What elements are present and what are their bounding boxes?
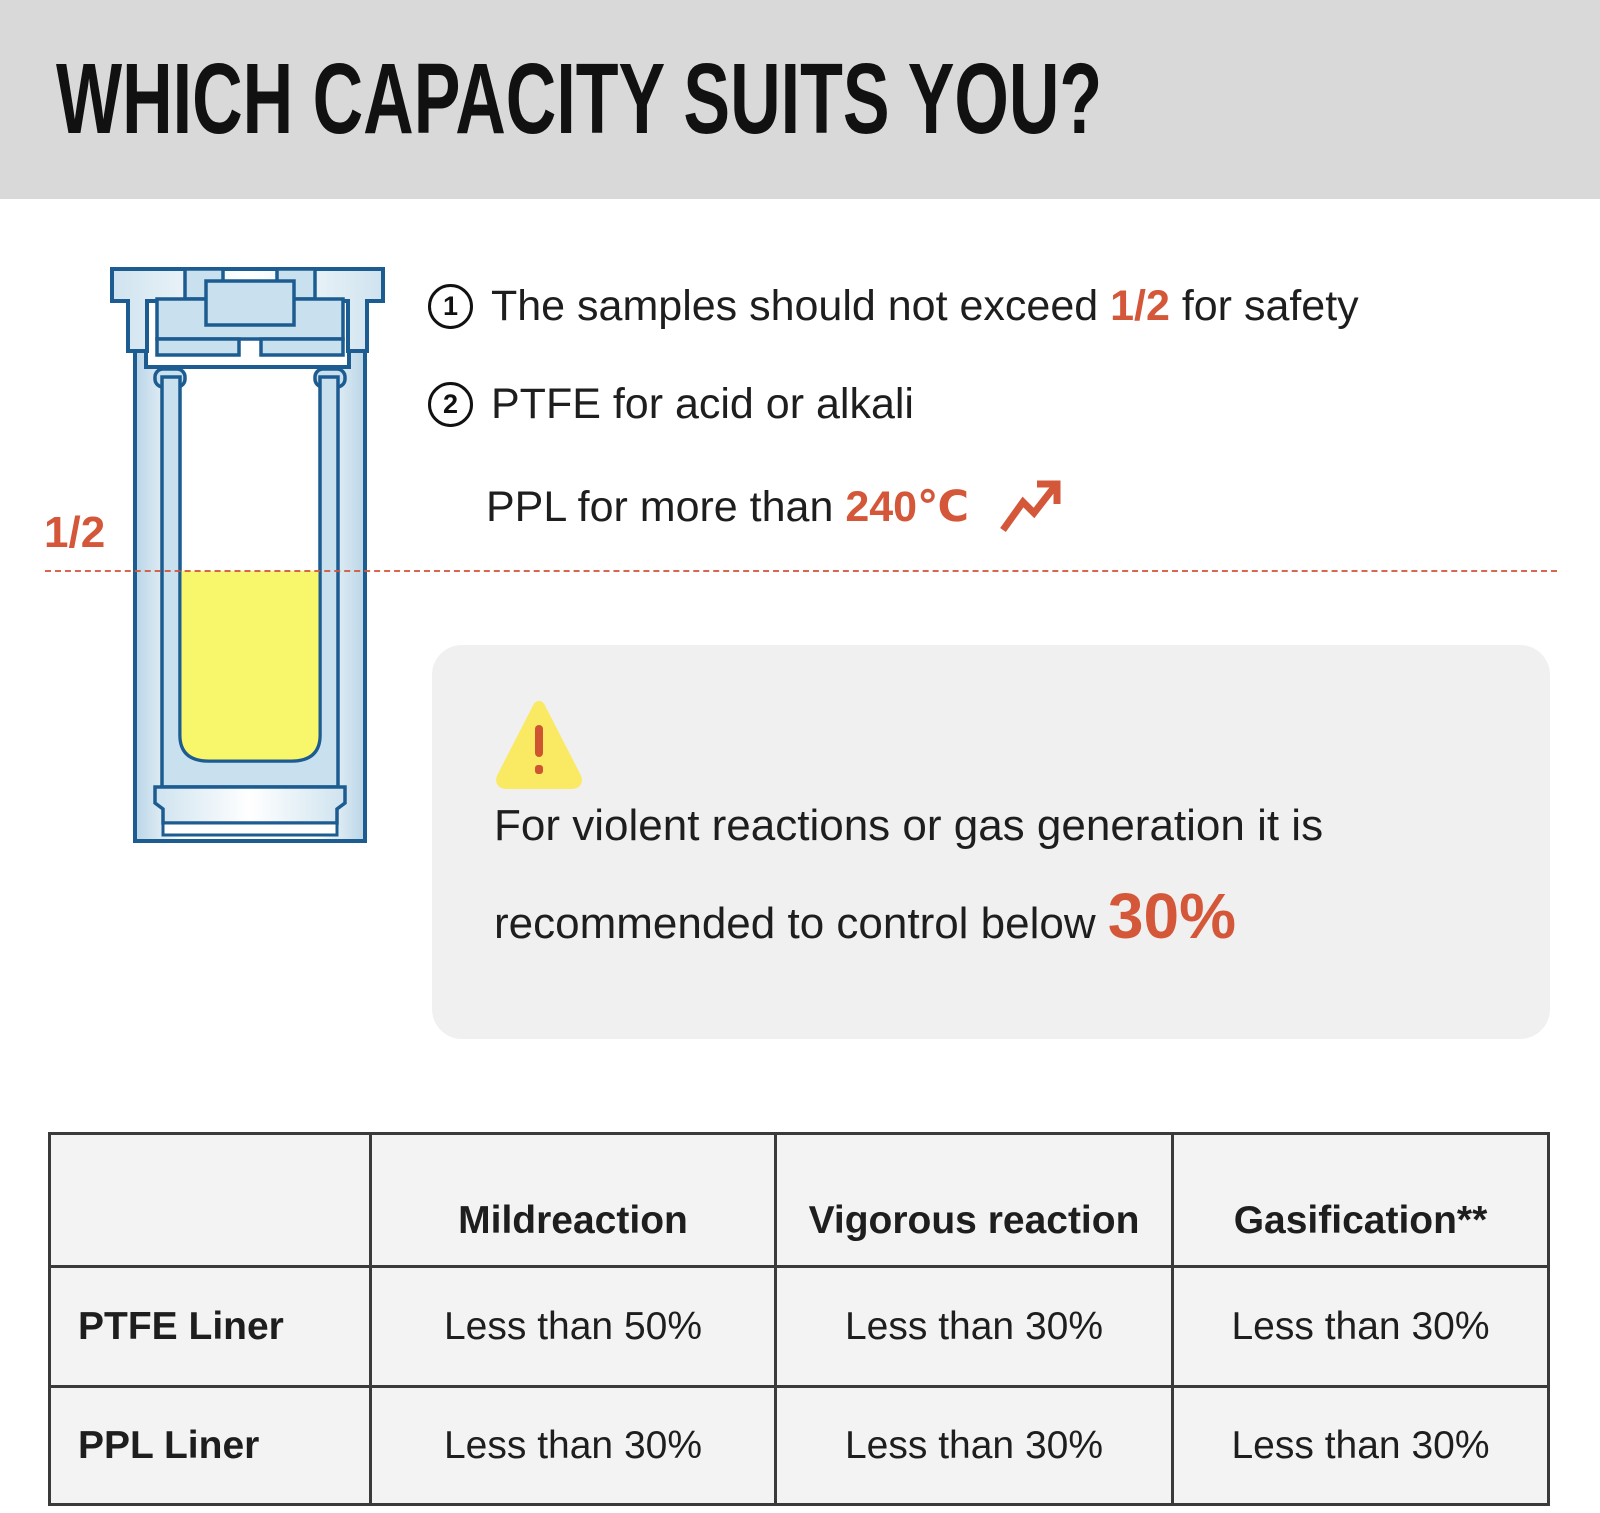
note-3-pre: PPL for more than	[486, 483, 846, 531]
cell-ppl-gasification: Less than 30%	[1174, 1388, 1547, 1503]
note-1-pre: The samples should not exceed	[491, 282, 1111, 330]
half-fill-label: 1/2	[44, 508, 106, 557]
note-3-text: PPL for more than 240℃	[486, 482, 969, 532]
cell-ppl-mild: Less than 30%	[372, 1388, 774, 1503]
page-title: WHICH CAPACITY SUITS YOU?	[56, 43, 1103, 155]
cell-ptfe-vigorous: Less than 30%	[777, 1268, 1171, 1385]
warning-line-1: For violent reactions or gas generation …	[494, 801, 1324, 850]
trend-up-arrow-icon	[1000, 480, 1061, 533]
warning-card: For violent reactions or gas generation …	[432, 645, 1550, 1039]
note-3-accent: 240℃	[845, 483, 970, 531]
circled-number-2-icon: 2	[428, 382, 473, 427]
circled-number-1-icon: 1	[428, 284, 473, 329]
warning-triangle-icon	[496, 701, 582, 789]
fill-level-dashed-line	[45, 570, 1557, 572]
header-cell-mild-reaction: Mildreaction	[372, 1135, 774, 1265]
note-1-post: for safety	[1169, 282, 1359, 330]
vessel-diagram	[105, 267, 395, 847]
warning-line-2: recommended to control below 30%	[494, 871, 1323, 969]
note-item-2: 2 PTFE for acid or alkali	[428, 380, 914, 429]
header-cell-blank	[51, 1135, 369, 1265]
warning-accent-value: 30%	[1107, 880, 1236, 952]
row-label-ppl-liner: PPL Liner	[51, 1388, 369, 1503]
cell-ptfe-mild: Less than 50%	[372, 1268, 774, 1385]
note-1-accent: 1/2	[1110, 282, 1170, 330]
row-label-ptfe-liner: PTFE Liner	[51, 1268, 369, 1385]
header-cell-gasification: Gasification**	[1174, 1135, 1547, 1265]
note-2-text: PTFE for acid or alkali	[491, 380, 914, 428]
note-item-3: PPL for more than 240℃	[486, 478, 1063, 536]
autoclave-vessel-icon	[110, 267, 385, 843]
cell-ptfe-gasification: Less than 30%	[1174, 1268, 1547, 1385]
warning-text: For violent reactions or gas generation …	[494, 781, 1323, 969]
cell-ppl-vigorous: Less than 30%	[777, 1388, 1171, 1503]
banner: WHICH CAPACITY SUITS YOU?	[0, 0, 1600, 199]
header-cell-vigorous-reaction: Vigorous reaction	[777, 1135, 1171, 1265]
note-item-1: 1 The samples should not exceed 1/2 for …	[428, 282, 1359, 331]
capacity-table: Mildreaction Vigorous reaction Gasificat…	[48, 1132, 1550, 1506]
warning-line-2-pre: recommended to control below	[494, 899, 1108, 948]
note-1-text: The samples should not exceed 1/2 for sa…	[491, 282, 1359, 331]
